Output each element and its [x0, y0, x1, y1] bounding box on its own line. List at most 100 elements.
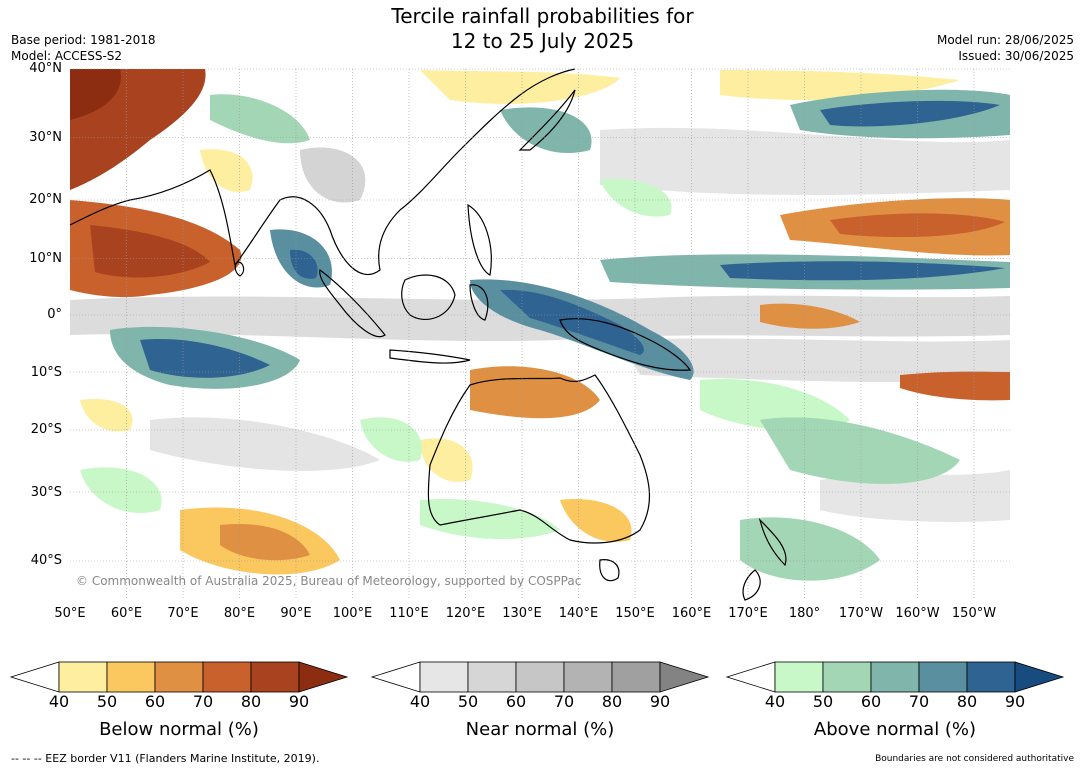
near-tick-40: 40: [409, 692, 431, 711]
near-normal-segment-50: [467, 661, 517, 693]
below-normal-low-extend: [9, 661, 60, 693]
model-name-text: Model: ACCESS-S2: [11, 49, 123, 63]
below-tick-90: 90: [288, 692, 310, 711]
japan-coast: [518, 89, 576, 151]
sulawesi-coast: [469, 284, 489, 321]
run-info: Model run: 28/06/2025 Issued: 30/06/2025: [937, 32, 1074, 64]
lat-label-30s: 30°S: [30, 485, 62, 500]
above-normal-segment-40: [774, 661, 824, 693]
new-zealand-coast: [742, 518, 787, 601]
sri-lanka-coast: [234, 261, 245, 277]
lat-label-30n: 30°N: [29, 130, 62, 145]
below-tick-70: 70: [192, 692, 214, 711]
lon-label-100e: 100°E: [332, 606, 373, 621]
near-normal-segment-40: [419, 661, 469, 693]
lat-label-40s: 40°S: [30, 553, 62, 568]
lon-label-80e: 80°E: [223, 606, 256, 621]
above-tick-80: 80: [956, 692, 978, 711]
gridlines: [70, 68, 1010, 600]
below-tick-40: 40: [48, 692, 70, 711]
near-normal-colorbar: [370, 661, 710, 693]
sumatra-coast: [319, 268, 386, 338]
lon-label-160w: 160°W: [895, 606, 940, 621]
near-tick-70: 70: [553, 692, 575, 711]
colorbars: [9, 661, 1065, 693]
lon-label-70e: 70°E: [167, 606, 199, 621]
near-tick-80: 80: [601, 692, 623, 711]
lon-label-160e: 160°E: [671, 606, 712, 621]
lon-label-60e: 60°E: [110, 606, 143, 621]
lat-label-10n: 10°N: [29, 251, 62, 266]
philippines-coast: [467, 203, 492, 276]
below-normal-high-extend: [298, 661, 349, 693]
above-normal-high-extend: [1014, 661, 1065, 693]
above-tick-50: 50: [812, 692, 834, 711]
near-normal-title: Near normal (%): [465, 719, 615, 740]
lat-label-0: 0°: [47, 307, 62, 322]
title-line-2: 12 to 25 July 2025: [450, 29, 635, 53]
below-normal-colorbar: [9, 661, 349, 693]
lon-label-180: 180°: [788, 606, 821, 621]
model-run-text: Model run: 28/06/2025: [936, 33, 1074, 47]
near-tick-90: 90: [649, 692, 671, 711]
lon-label-150e: 150°E: [615, 606, 655, 621]
above-normal-title: Above normal (%): [813, 719, 977, 740]
near-normal-segment-80: [611, 661, 661, 693]
near-normal-segment-70: [563, 661, 613, 693]
below-normal-segment-40: [58, 661, 108, 693]
lon-label-150w: 150°W: [951, 606, 997, 621]
near-normal-low-extend: [370, 661, 421, 693]
below-tick-80: 80: [240, 692, 262, 711]
below-tick-60: 60: [144, 692, 166, 711]
new-guinea-coast: [559, 318, 692, 371]
base-period-text: Base period: 1981-2018: [11, 33, 156, 47]
near-normal-segment-60: [515, 661, 565, 693]
below-tick-50: 50: [96, 692, 118, 711]
below-normal-title: Below normal (%): [99, 719, 259, 740]
asia-coast: [69, 68, 576, 276]
lon-label-90e: 90°E: [280, 606, 312, 621]
lat-label-10s: 10°S: [30, 365, 62, 380]
above-normal-colorbar: [725, 661, 1065, 693]
lon-label-110e: 110°E: [389, 606, 429, 621]
borneo-coast: [401, 274, 456, 320]
near-tick-60: 60: [505, 692, 527, 711]
eez-border-note: -- -- -- EEZ border V11 (Flanders Marine…: [11, 752, 320, 765]
above-tick-70: 70: [908, 692, 930, 711]
map-title: Tercile rainfall probabilities for 12 to…: [0, 4, 1085, 54]
lon-label-130e: 130°E: [502, 606, 542, 621]
lon-label-170e: 170°E: [728, 606, 768, 621]
lat-label-20s: 20°S: [30, 422, 62, 437]
lat-label-40n: 40°N: [29, 61, 62, 76]
model-info: Base period: 1981-2018 Model: ACCESS-S2: [11, 32, 156, 64]
near-normal-high-extend: [659, 661, 710, 693]
above-tick-40: 40: [764, 692, 786, 711]
above-tick-90: 90: [1004, 692, 1026, 711]
above-normal-segment-70: [918, 661, 968, 693]
title-line-1: Tercile rainfall probabilities for: [391, 4, 694, 28]
below-normal-segment-70: [202, 661, 252, 693]
above-normal-segment-50: [822, 661, 872, 693]
coastlines: [69, 68, 787, 601]
near-tick-50: 50: [457, 692, 479, 711]
boundaries-disclaimer: Boundaries are not considered authoritat…: [875, 754, 1074, 764]
below-normal-segment-50: [106, 661, 156, 693]
australia-coast: [427, 374, 650, 544]
above-normal-segment-60: [870, 661, 920, 693]
above-normal-segment-80: [966, 661, 1016, 693]
lon-label-140e: 140°E: [558, 606, 599, 621]
java-coast: [389, 349, 471, 364]
below-normal-segment-60: [154, 661, 204, 693]
above-tick-60: 60: [860, 692, 882, 711]
lon-label-170w: 170°W: [838, 606, 884, 621]
copyright-notice: © Commonwealth of Australia 2025, Bureau…: [76, 574, 582, 588]
tasmania-coast: [599, 559, 620, 582]
map-area: [69, 68, 1010, 601]
lat-label-20n: 20°N: [29, 192, 62, 207]
lon-label-50e: 50°E: [54, 606, 86, 621]
below-normal-segment-80: [250, 661, 300, 693]
lon-label-120e: 120°E: [445, 606, 486, 621]
above-normal-low-extend: [725, 661, 776, 693]
issued-text: Issued: 30/06/2025: [958, 49, 1074, 63]
